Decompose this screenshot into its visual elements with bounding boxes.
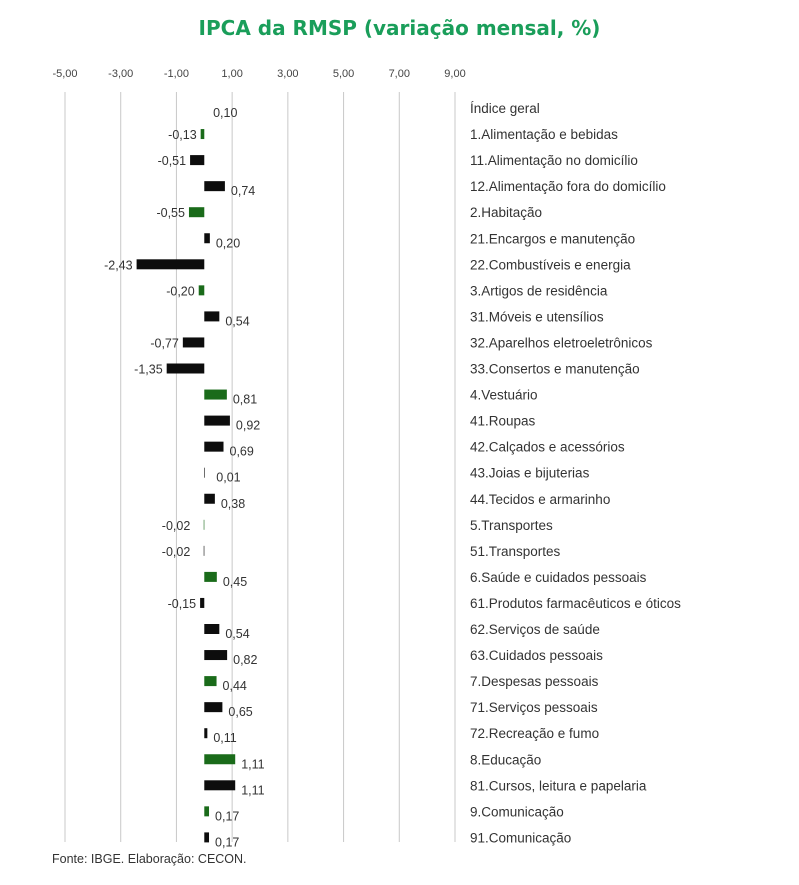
data-label: -0,55: [156, 206, 185, 220]
category-label: 6.Saúde e cuidados pessoais: [470, 570, 647, 585]
bar: [204, 806, 210, 817]
data-label: -0,13: [168, 128, 197, 142]
x-tick-label: -3,00: [108, 68, 133, 80]
data-label: 0,17: [215, 835, 239, 849]
category-label: 3.Artigos de residência: [470, 283, 608, 298]
bar: [190, 155, 205, 166]
bar: [204, 832, 210, 843]
bar: [200, 597, 205, 608]
category-label: Índice geral: [470, 101, 540, 116]
data-label: 0,69: [230, 445, 254, 459]
data-label: 0,65: [228, 705, 252, 719]
bar: [204, 676, 217, 687]
x-tick-label: 5,00: [333, 68, 354, 80]
data-label: -0,77: [150, 336, 179, 350]
bar: [198, 285, 205, 296]
data-label: -0,02: [162, 519, 191, 533]
category-label: 5.Transportes: [470, 518, 553, 533]
data-label: -0,51: [158, 154, 187, 168]
bar: [188, 207, 205, 218]
data-label: 0,38: [221, 497, 245, 511]
data-label: 0,44: [223, 679, 247, 693]
data-label: -0,02: [162, 545, 191, 559]
category-label: 11.Alimentação no domicílio: [470, 153, 638, 168]
category-label: 61.Produtos farmacêuticos e óticos: [470, 596, 681, 611]
category-label: 12.Alimentação fora do domicílio: [470, 179, 666, 194]
category-label: 91.Comunicação: [470, 830, 571, 845]
x-tick-label: -1,00: [164, 68, 189, 80]
bar: [204, 441, 224, 452]
bar: [166, 363, 205, 374]
data-label: 0,82: [233, 653, 257, 667]
category-label: 43.Joias e bijuterias: [470, 466, 590, 481]
bar: [204, 754, 236, 765]
bar: [204, 702, 223, 713]
bar: [136, 259, 205, 270]
x-tick-label: 7,00: [389, 68, 410, 80]
bar: [200, 129, 205, 140]
bar: [204, 728, 208, 739]
category-label: 32.Aparelhos eletroeletrônicos: [470, 335, 653, 350]
category-label: 4.Vestuário: [470, 388, 538, 403]
category-label: 41.Roupas: [470, 414, 536, 429]
data-label: 1,11: [241, 783, 264, 797]
category-label: 81.Cursos, leitura e papelaria: [470, 778, 647, 793]
bar: [204, 415, 230, 426]
bar: [204, 103, 207, 113]
bar: [204, 181, 225, 192]
bar: [204, 467, 205, 478]
category-label: 8.Educação: [470, 752, 541, 767]
data-label: 0,45: [223, 575, 247, 589]
category-label: 33.Consertos e manutenção: [470, 362, 640, 377]
data-label: 0,11: [213, 731, 236, 745]
x-tick-label: 3,00: [277, 68, 298, 80]
data-label: 0,17: [215, 809, 239, 823]
bar: [204, 493, 215, 504]
data-label: 0,74: [231, 184, 255, 198]
source-note: Fonte: IBGE. Elaboração: CECON.: [52, 852, 247, 866]
data-label: 1,11: [241, 757, 264, 771]
data-label: -2,43: [104, 258, 133, 272]
chart-title: IPCA da RMSP (variação mensal, %): [198, 16, 601, 40]
category-label: 9.Comunicação: [470, 804, 564, 819]
bar: [182, 337, 205, 348]
data-label: 0,81: [233, 393, 257, 407]
category-label: 2.Habitação: [470, 205, 542, 220]
bar: [204, 233, 210, 244]
category-label: 71.Serviços pessoais: [470, 700, 598, 715]
data-label: 0,54: [225, 627, 249, 641]
data-label: -0,20: [166, 284, 195, 298]
bar: [203, 545, 205, 556]
x-tick-label: 9,00: [444, 68, 465, 80]
data-label: 0,54: [225, 314, 249, 328]
category-label: 63.Cuidados pessoais: [470, 648, 603, 663]
x-tick-label: 1,00: [221, 68, 242, 80]
bar: [204, 650, 228, 661]
data-label: 0,92: [236, 419, 260, 433]
data-label: 0,01: [216, 471, 240, 485]
category-label: 51.Transportes: [470, 544, 561, 559]
category-label: 42.Calçados e acessórios: [470, 440, 625, 455]
bar: [204, 311, 220, 322]
data-label: -1,35: [134, 363, 163, 377]
bar: [204, 624, 220, 634]
category-label: 21.Encargos e manutenção: [470, 231, 635, 246]
category-label: 22.Combustíveis e energia: [470, 257, 631, 272]
bar: [204, 571, 217, 582]
category-label: 72.Recreação e fumo: [470, 726, 599, 741]
data-label: 0,20: [216, 236, 240, 250]
bar: [204, 389, 227, 400]
category-label: 7.Despesas pessoais: [470, 674, 599, 689]
category-label: 1.Alimentação e bebidas: [470, 127, 618, 142]
x-tick-label: -5,00: [52, 68, 77, 80]
category-label: 44.Tecidos e armarinho: [470, 492, 610, 507]
category-label: 31.Móveis e utensílios: [470, 309, 604, 324]
category-label: 62.Serviços de saúde: [470, 622, 600, 637]
data-label: -0,15: [168, 597, 197, 611]
data-label: 0,10: [213, 106, 237, 120]
bar: [203, 519, 205, 530]
bar: [204, 780, 236, 791]
